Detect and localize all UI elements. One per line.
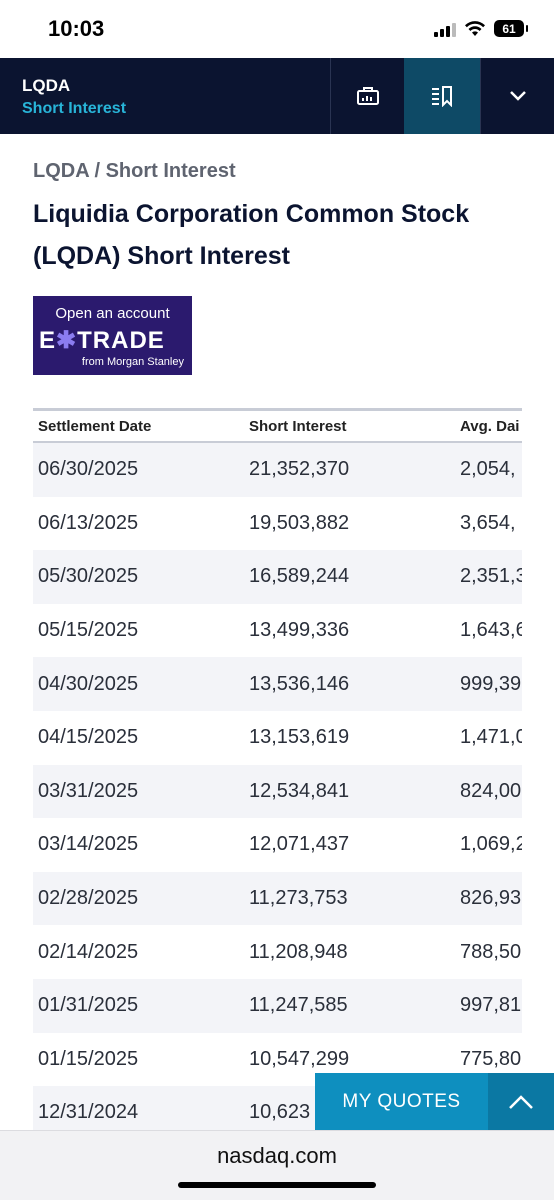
logo-letter-e: E — [39, 327, 57, 354]
table-row: 06/13/2025 19,503,882 3,654, — [33, 497, 522, 551]
cell-avg-daily-volume: 999,39 — [460, 657, 522, 711]
browser-url-bar[interactable]: nasdaq.com — [0, 1130, 554, 1200]
cell-settlement-date: 03/31/2025 — [33, 764, 249, 819]
cell-short-interest: 11,208,948 — [249, 940, 348, 963]
cell-avg-daily-volume: 997,81 — [460, 978, 522, 1033]
watchlist-button[interactable] — [404, 58, 480, 134]
cell-short-interest: 19,503,882 — [249, 511, 350, 534]
cell-settlement-date: 03/14/2025 — [38, 833, 139, 856]
page-subtitle: Short Interest — [22, 100, 127, 117]
wifi-icon — [465, 20, 485, 36]
cellular-signal-icon — [434, 21, 456, 37]
cell-settlement-date: 01/15/2025 — [38, 1047, 139, 1070]
logo-word-trade: TRADE — [77, 327, 165, 354]
cell-avg-daily-volume: 1,069,2 — [460, 833, 522, 856]
my-quotes-button[interactable]: MY QUOTES — [342, 1090, 461, 1112]
home-indicator — [178, 1182, 376, 1188]
header-avg-daily-volume: Avg. Dai — [460, 411, 522, 443]
table-row: 02/28/2025 11,273,753 826,93 — [33, 871, 522, 926]
cell-short-interest: 11,273,753 — [249, 871, 460, 926]
cell-short-interest: 12,534,841 — [249, 764, 460, 819]
cell-avg-daily-volume: 2,351,3 — [460, 550, 522, 604]
ad-sponsor: from Morgan Stanley — [81, 356, 184, 368]
cell-short-interest: 16,589,244 — [249, 550, 460, 604]
table-row: 01/15/2025 10,547,299 775,80 — [33, 1033, 522, 1087]
cell-short-interest: 11,247,585 — [249, 978, 460, 1033]
cell-short-interest: 13,499,336 — [249, 619, 350, 642]
logo-star-icon: ✱ — [56, 327, 78, 354]
etrade-ad-banner[interactable]: Open an account E✱TRADE from Morgan Stan… — [33, 296, 192, 375]
page-title: Liquidia Corporation Common Stock (LQDA)… — [33, 200, 470, 270]
cell-settlement-date: 05/30/2025 — [33, 550, 249, 604]
cell-settlement-date: 01/31/2025 — [33, 978, 249, 1033]
cell-settlement-date: 06/13/2025 — [38, 511, 139, 534]
table-header-row: Settlement Date Short Interest Avg. Dai — [33, 411, 522, 443]
table-row: 05/15/2025 13,499,336 1,643,6 — [33, 604, 522, 658]
table-row: 06/30/2025 21,352,370 2,054, — [33, 442, 522, 497]
portfolio-icon — [357, 87, 379, 105]
my-quotes-panel[interactable]: MY QUOTES — [315, 1073, 554, 1130]
cell-avg-daily-volume: 1,471,0 — [460, 726, 522, 749]
table-row: 04/15/2025 13,153,619 1,471,0 — [33, 711, 522, 765]
cell-avg-daily-volume: 824,00 — [460, 764, 522, 819]
cell-short-interest: 12,071,437 — [249, 833, 350, 856]
stock-symbol: LQDA — [22, 76, 71, 95]
cell-avg-daily-volume: 1,643,6 — [460, 619, 522, 642]
cell-settlement-date: 04/15/2025 — [38, 726, 139, 749]
cell-avg-daily-volume: 775,80 — [460, 1047, 522, 1070]
chevron-down-icon — [510, 91, 526, 101]
table-row: 01/31/2025 11,247,585 997,81 — [33, 978, 522, 1033]
table-row: 02/14/2025 11,208,948 788,50 — [33, 925, 522, 979]
chevron-up-icon — [509, 1094, 533, 1109]
cell-settlement-date: 12/31/2024 — [33, 1086, 249, 1133]
table-row: 05/30/2025 16,589,244 2,351,3 — [33, 550, 522, 604]
header-settlement-date: Settlement Date — [33, 411, 249, 443]
breadcrumb: LQDA / Short Interest — [33, 160, 236, 182]
cell-settlement-date: 04/30/2025 — [33, 657, 249, 711]
status-time: 10:03 — [48, 16, 105, 41]
ad-headline: Open an account — [55, 305, 170, 322]
url-text[interactable]: nasdaq.com — [217, 1143, 337, 1168]
cell-settlement-date: 05/15/2025 — [38, 619, 139, 642]
status-icons: 61 — [434, 20, 528, 37]
portfolio-button[interactable] — [330, 58, 405, 134]
table-row: 04/30/2025 13,536,146 999,39 — [33, 657, 522, 711]
status-bar: 10:03 61 — [0, 0, 554, 58]
cell-short-interest: 10,547,299 — [249, 1047, 350, 1070]
watchlist-bookmark-icon — [432, 86, 452, 107]
cell-avg-daily-volume: 2,054, — [460, 442, 522, 497]
cell-short-interest: 21,352,370 — [249, 442, 460, 497]
expand-menu-button[interactable] — [480, 58, 554, 134]
table-row: 03/31/2025 12,534,841 824,00 — [33, 764, 522, 819]
table-row: 03/14/2025 12,071,437 1,069,2 — [33, 818, 522, 872]
my-quotes-toggle[interactable] — [488, 1073, 554, 1130]
cell-settlement-date: 02/14/2025 — [38, 940, 139, 963]
header-short-interest: Short Interest — [249, 411, 460, 443]
cell-avg-daily-volume: 826,93 — [460, 871, 522, 926]
cell-settlement-date: 02/28/2025 — [33, 871, 249, 926]
etrade-logo: E✱TRADE — [39, 326, 165, 355]
short-interest-table[interactable]: Settlement Date Short Interest Avg. Dai … — [33, 408, 522, 1133]
cell-short-interest: 13,153,619 — [249, 726, 350, 749]
top-header: LQDA Short Interest — [0, 58, 554, 134]
cell-avg-daily-volume: 3,654, — [460, 511, 516, 534]
cell-avg-daily-volume: 788,50 — [460, 940, 522, 963]
cell-short-interest: 13,536,146 — [249, 657, 460, 711]
cell-settlement-date: 06/30/2025 — [33, 442, 249, 497]
battery-icon: 61 — [494, 20, 528, 37]
